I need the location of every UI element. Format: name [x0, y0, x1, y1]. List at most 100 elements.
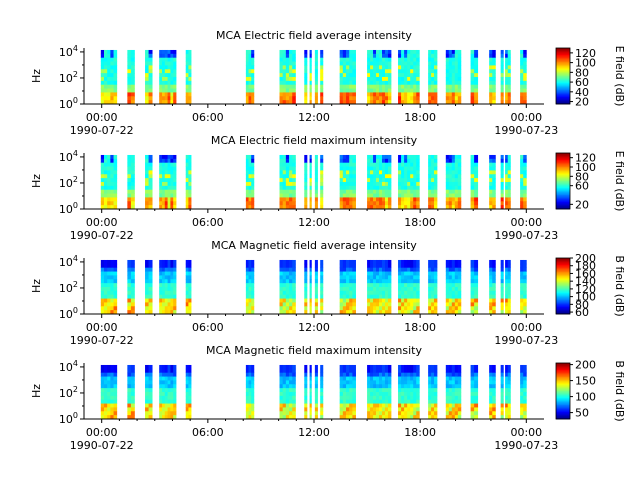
spectrogram-cell: [314, 88, 318, 93]
spectrogram-cell: [431, 185, 435, 191]
spectrogram-cell: [445, 407, 450, 412]
spectrogram-cell: [170, 174, 174, 179]
spectrogram-cell: [505, 388, 509, 393]
spectrogram-cell: [185, 372, 189, 377]
spectrogram-cell: [185, 298, 189, 303]
colorbar-segment: [556, 279, 570, 281]
spectrogram-cell: [107, 298, 111, 303]
spectrogram-cell: [489, 407, 493, 412]
spectrogram-cell: [520, 306, 524, 311]
spectrogram-cell: [448, 162, 453, 167]
spectrogram-cell: [457, 189, 462, 194]
spectrogram-cell: [352, 399, 356, 404]
spectrogram-cell: [352, 100, 356, 105]
spectrogram-cell: [113, 205, 118, 210]
spectrogram-cell: [148, 61, 153, 66]
spectrogram-cell: [145, 181, 149, 187]
spectrogram-cell: [384, 65, 389, 70]
spectrogram-cell: [410, 275, 414, 280]
spectrogram-cell: [352, 181, 356, 187]
spectrogram-cell: [346, 80, 350, 86]
spectrogram-cell: [304, 403, 308, 408]
spectrogram-cell: [448, 407, 453, 412]
spectrogram-cell: [413, 162, 417, 167]
spectrogram-cell: [434, 185, 438, 191]
spectrogram-cell: [407, 205, 411, 210]
spectrogram-cell: [161, 294, 166, 299]
spectrogram-cell: [342, 162, 347, 167]
spectrogram-cell: [167, 178, 171, 183]
spectrogram-cell: [292, 372, 296, 377]
spectrogram-cell: [428, 53, 432, 59]
spectrogram-cell: [289, 388, 293, 393]
spectrogram-cell: [130, 279, 135, 284]
spectrogram-cell: [451, 57, 456, 62]
spectrogram-cell: [248, 154, 252, 160]
spectrogram-cell: [127, 403, 132, 408]
spectrogram-cell: [110, 271, 114, 276]
spectrogram-cell: [320, 259, 324, 265]
spectrogram-cell: [401, 69, 405, 74]
colorbar-segment: [556, 57, 570, 60]
spectrogram-cell: [451, 84, 456, 89]
spectrogram-cell: [127, 294, 132, 299]
spectrogram-cell: [434, 306, 438, 311]
spectrogram-cell: [382, 73, 386, 78]
spectrogram-cell: [339, 399, 344, 404]
spectrogram-cell: [349, 279, 353, 284]
spectrogram-cell: [489, 271, 493, 276]
spectrogram-cell: [282, 84, 287, 89]
spectrogram-cell: [103, 178, 108, 183]
spectrogram-cell: [376, 391, 380, 397]
spectrogram-cell: [492, 178, 496, 183]
spectrogram-cell: [470, 267, 475, 272]
spectrogram-cell: [282, 178, 287, 183]
spectrogram-cell: [470, 403, 475, 408]
spectrogram-cell: [404, 178, 408, 183]
spectrogram-cell: [314, 364, 318, 370]
spectrogram-cell: [309, 201, 312, 206]
spectrogram-cell: [100, 189, 105, 194]
spectrogram-cell: [407, 302, 411, 307]
spectrogram-cell: [251, 166, 255, 171]
spectrogram-cell: [159, 399, 163, 404]
spectrogram-cell: [384, 166, 389, 171]
spectrogram-cell: [185, 80, 189, 86]
colorbar-segment: [556, 183, 570, 186]
spectrogram-cell: [448, 384, 453, 389]
spectrogram-cell: [387, 391, 392, 397]
spectrogram-cell: [379, 53, 383, 59]
spectrogram-cell: [130, 399, 135, 404]
spectrogram-cell: [170, 376, 174, 381]
colorbar-segment: [556, 188, 570, 190]
spectrogram-cell: [167, 298, 171, 303]
spectrogram-cell: [382, 290, 386, 296]
spectrogram-cell: [188, 263, 192, 269]
spectrogram-cell: [373, 197, 377, 202]
spectrogram-cell: [282, 181, 287, 187]
spectrogram-cell: [127, 411, 132, 416]
spectrogram-cell: [410, 162, 414, 167]
spectrogram-cell: [342, 189, 347, 194]
spectrogram-cell: [292, 162, 296, 167]
spectrogram-cell: [339, 263, 344, 269]
spectrogram-cell: [110, 166, 114, 171]
spectrogram-cell: [410, 290, 414, 296]
spectrogram-cell: [113, 391, 118, 397]
spectrogram-cell: [107, 415, 111, 420]
spectrogram-cell: [304, 283, 308, 288]
spectrogram-cell: [285, 372, 290, 377]
spectrogram-cell: [382, 302, 386, 307]
spectrogram-cell: [445, 80, 450, 86]
spectrogram-cell: [164, 57, 168, 62]
spectrogram-cell: [523, 415, 527, 420]
spectrogram-cell: [130, 57, 135, 62]
spectrogram-cell: [110, 201, 114, 206]
spectrogram-cell: [130, 388, 135, 393]
spectrogram-cell: [505, 399, 509, 404]
spectrogram-cell: [148, 185, 153, 191]
spectrogram-cell: [188, 166, 192, 171]
spectrogram-cell: [489, 69, 493, 74]
spectrogram-cell: [367, 162, 371, 167]
